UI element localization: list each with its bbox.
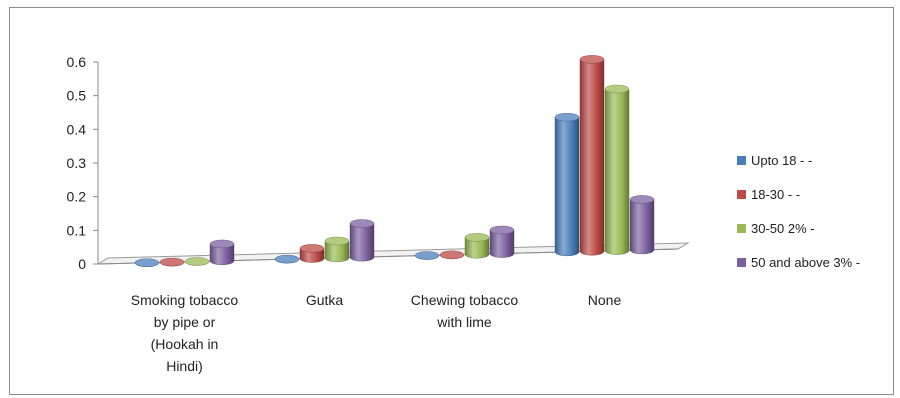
y-tick-label: 0.3 bbox=[67, 155, 87, 171]
x-tick-label: None bbox=[588, 292, 622, 308]
bar bbox=[274, 254, 300, 264]
y-tick-label: 0.1 bbox=[67, 222, 87, 238]
y-tick-label: 0.5 bbox=[67, 88, 87, 104]
legend-swatch bbox=[737, 258, 746, 267]
bar bbox=[299, 244, 325, 263]
bar bbox=[159, 257, 185, 267]
bar bbox=[604, 84, 630, 255]
bar bbox=[464, 233, 490, 259]
y-tick-label: 0.4 bbox=[67, 121, 87, 137]
bar bbox=[134, 258, 160, 267]
bar bbox=[439, 250, 465, 260]
bar bbox=[554, 113, 580, 257]
y-tick-label: 0.2 bbox=[67, 189, 87, 205]
legend-item: Upto 18 - - bbox=[737, 153, 812, 168]
bar bbox=[414, 251, 440, 260]
bar bbox=[579, 55, 605, 256]
y-tick-label: 0.6 bbox=[67, 54, 87, 70]
bar bbox=[489, 225, 515, 258]
legend-label: 30-50 2% - bbox=[751, 221, 815, 236]
legend-swatch bbox=[737, 224, 746, 233]
bar bbox=[324, 236, 350, 263]
legend-label: Upto 18 - - bbox=[751, 153, 812, 168]
bar bbox=[349, 219, 375, 262]
legend-item: 18-30 - - bbox=[737, 187, 800, 202]
legend-label: 50 and above 3% - bbox=[751, 255, 860, 270]
legend-item: 50 and above 3% - bbox=[737, 255, 860, 270]
bar bbox=[629, 195, 655, 255]
x-tick-label: Smoking tobacco by pipe or (Hookah in Hindi… bbox=[131, 292, 239, 374]
x-tick-label: Chewing tobacco with lime bbox=[411, 292, 519, 330]
legend-swatch bbox=[737, 156, 746, 165]
chart-frame: 0 0.1 0.2 0.3 0.4 0.5 0.6 Smoking tobacco by pi… bbox=[9, 7, 894, 395]
legend-swatch bbox=[737, 190, 746, 199]
y-tick-label: 0 bbox=[78, 256, 86, 272]
x-tick-label: Gutka bbox=[306, 292, 344, 308]
chart: 0 0.1 0.2 0.3 0.4 0.5 0.6 Smoking tobacco by pi… bbox=[67, 54, 861, 374]
bar bbox=[209, 239, 235, 265]
legend-item: 30-50 2% - bbox=[737, 221, 815, 236]
legend-label: 18-30 - - bbox=[751, 187, 800, 202]
bar bbox=[184, 257, 210, 266]
